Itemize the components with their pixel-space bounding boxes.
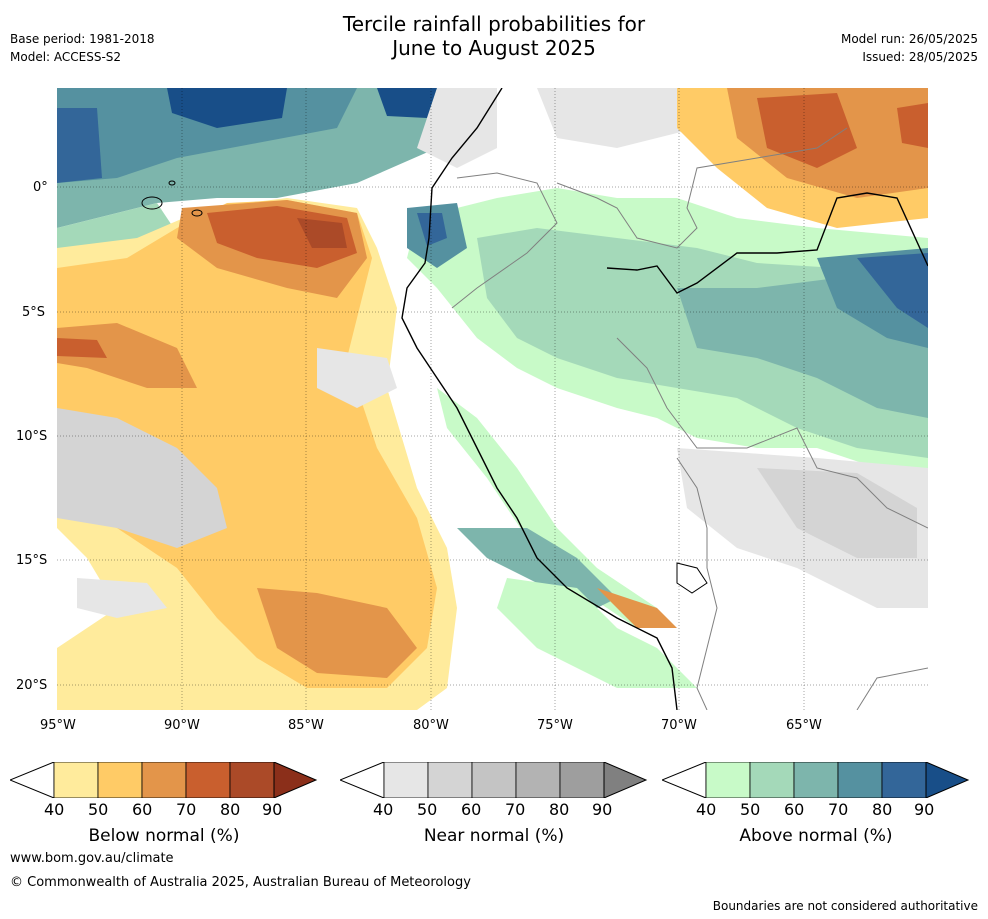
cb3-tick-90: 90 <box>914 800 935 819</box>
cb3-tick-80: 80 <box>872 800 893 819</box>
cb2-tick-40: 40 <box>373 800 394 819</box>
cb2-tick-60: 60 <box>461 800 482 819</box>
lat-label-15s: 15°S <box>16 553 48 568</box>
lat-label-20s: 20°S <box>16 678 48 693</box>
colorbar-near-normal <box>340 762 648 798</box>
lat-label-5s: 5°S <box>22 305 46 320</box>
footer-note: Boundaries are not considered authoritat… <box>712 899 978 913</box>
cb3-label: Above normal (%) <box>739 826 893 846</box>
lat-label-0: 0° <box>33 180 48 195</box>
cb3-tick-60: 60 <box>784 800 805 819</box>
cb1-tick-70: 70 <box>176 800 197 819</box>
title-line-1: Tercile rainfall probabilities for <box>342 12 646 36</box>
cb3-tick-70: 70 <box>828 800 849 819</box>
lon-label-95w: 95°W <box>40 718 76 733</box>
cb1-tick-80: 80 <box>220 800 241 819</box>
cb2-tick-80: 80 <box>549 800 570 819</box>
page-title: Tercile rainfall probabilities for June … <box>0 12 988 60</box>
footer-copyright: © Commonwealth of Australia 2025, Austra… <box>10 875 471 890</box>
cb2-label: Near normal (%) <box>423 826 565 846</box>
lon-label-65w: 65°W <box>786 718 822 733</box>
meta-left: Base period: 1981-2018 Model: ACCESS-S2 <box>10 30 155 66</box>
lon-label-90w: 90°W <box>164 718 200 733</box>
cb1-tick-50: 50 <box>88 800 109 819</box>
issued-date: Issued: 28/05/2025 <box>862 50 978 64</box>
footer-link[interactable]: www.bom.gov.au/climate <box>10 851 174 866</box>
cb1-tick-40: 40 <box>44 800 65 819</box>
lat-label-10s: 10°S <box>16 429 48 444</box>
cb1-tick-90: 90 <box>262 800 283 819</box>
cb1-label: Below normal (%) <box>88 826 240 846</box>
title-line-2: June to August 2025 <box>392 36 596 60</box>
model-run: Model run: 26/05/2025 <box>840 32 978 46</box>
cb1-tick-60: 60 <box>132 800 153 819</box>
base-period: Base period: 1981-2018 <box>10 32 155 46</box>
lon-label-85w: 85°W <box>288 718 324 733</box>
cb2-tick-50: 50 <box>417 800 438 819</box>
meta-right: Model run: 26/05/2025 Issued: 28/05/2025 <box>841 30 978 66</box>
model-name: Model: ACCESS-S2 <box>10 50 122 64</box>
lon-label-75w: 75°W <box>537 718 573 733</box>
cb2-tick-70: 70 <box>505 800 526 819</box>
lon-label-80w: 80°W <box>413 718 449 733</box>
colorbar-below-normal <box>10 762 318 798</box>
cb2-tick-90: 90 <box>592 800 613 819</box>
cb3-tick-40: 40 <box>696 800 717 819</box>
cb3-tick-50: 50 <box>740 800 761 819</box>
rainfall-probability-map[interactable] <box>57 88 928 710</box>
lon-label-70w: 70°W <box>661 718 697 733</box>
colorbar-above-normal <box>662 762 970 798</box>
